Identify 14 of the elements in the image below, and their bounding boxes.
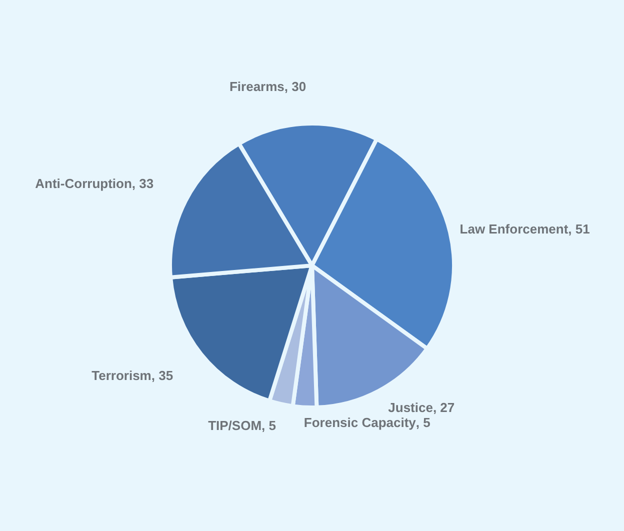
data-label: , 30 xyxy=(284,79,306,94)
data-label: , 5 xyxy=(416,414,430,430)
slice-label: Forensic Capacity xyxy=(304,414,417,430)
slice-label: Law Enforcement xyxy=(460,221,569,236)
slice-label: Justice xyxy=(388,400,433,415)
data-label: , 51 xyxy=(568,221,590,236)
slice-label: Terrorism xyxy=(92,368,152,384)
slice-label: Anti-Corruption xyxy=(35,176,132,191)
slice-label: Firearms xyxy=(229,79,284,94)
data-label: , 27 xyxy=(432,400,455,415)
data-label: , 35 xyxy=(151,368,174,384)
data-label: , 33 xyxy=(132,176,154,191)
data-label: , 5 xyxy=(262,418,276,434)
slice-label: TIP/SOM xyxy=(208,418,262,434)
